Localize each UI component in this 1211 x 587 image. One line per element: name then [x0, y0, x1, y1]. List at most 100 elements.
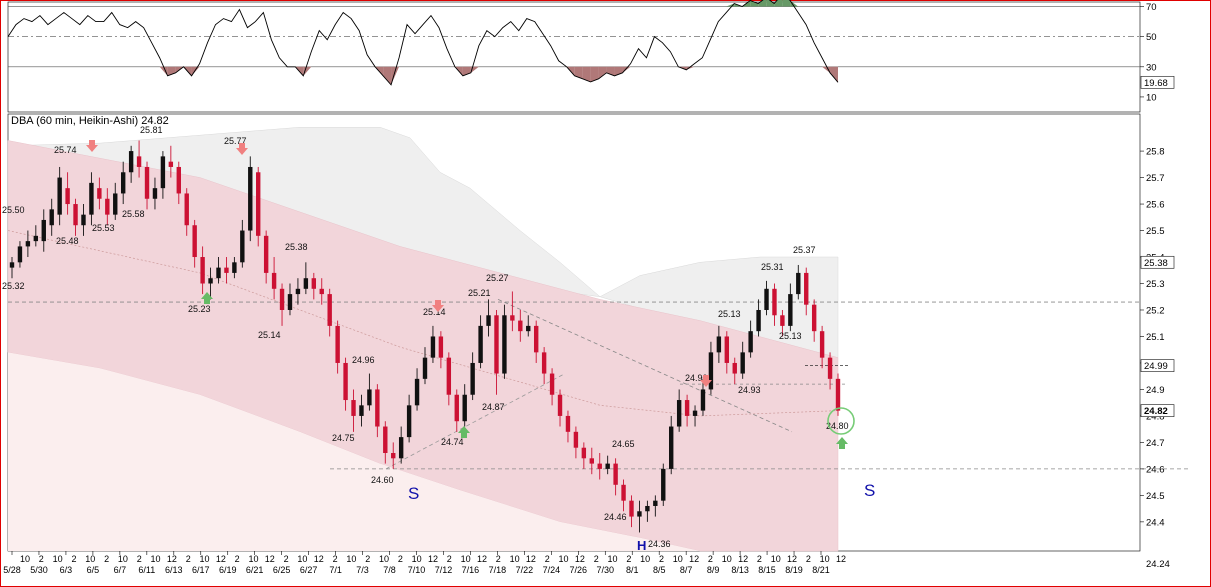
candle-body	[57, 177, 62, 215]
x-date-label: 6/21	[246, 565, 264, 575]
candle-body	[208, 278, 213, 284]
candle-body	[184, 193, 189, 226]
x-hour-label: 12	[428, 554, 438, 564]
candle-body	[629, 500, 634, 517]
candle-body	[303, 278, 309, 289]
rsi-overbought-fill	[782, 0, 791, 7]
x-date-label: 8/19	[785, 565, 803, 575]
rsi-oversold-fill	[582, 66, 591, 82]
candle-body	[136, 156, 142, 167]
x-hour-label: 12	[477, 554, 487, 564]
price-annotation: 25.38	[285, 242, 308, 252]
x-hour-label: 12	[216, 554, 226, 564]
candle-body	[256, 172, 261, 236]
x-date-label: 8/1	[626, 565, 639, 575]
price-annotation: 25.77	[224, 136, 247, 146]
x-date-label: 7/22	[516, 565, 534, 575]
candle-body	[438, 336, 444, 358]
x-date-label: 8/5	[653, 565, 666, 575]
rsi-oversold-fill	[830, 66, 838, 83]
x-date-label: 6/17	[192, 565, 210, 575]
candle-body	[819, 331, 825, 358]
rsi-oversold-fill	[598, 66, 607, 79]
candle-body	[49, 209, 54, 226]
x-hour-label: 12	[787, 554, 797, 564]
candle-body	[41, 219, 46, 242]
candle-body	[526, 325, 531, 332]
candle-body	[406, 405, 412, 438]
price-annotation: 24.80	[826, 421, 849, 431]
candle-body	[287, 294, 293, 310]
x-hour-label: 10	[346, 554, 356, 564]
candle-body	[422, 357, 428, 379]
price-annotation: 25.14	[423, 307, 446, 317]
x-hour-label: 2	[708, 554, 713, 564]
price-annotation: 24.96	[352, 355, 375, 365]
candle-body	[811, 304, 817, 332]
candle-body	[494, 315, 499, 374]
x-hour-label: 10	[248, 554, 258, 564]
candle-body	[589, 458, 594, 464]
candle-body	[97, 188, 102, 199]
buy-arrow-icon	[458, 426, 470, 438]
candle-body	[216, 267, 221, 279]
candle-body	[518, 320, 523, 332]
x-hour-label: 2	[594, 554, 599, 564]
candle-body	[637, 511, 642, 517]
candle-body	[81, 214, 86, 226]
candle-body	[796, 272, 801, 295]
x-date-label: 6/13	[165, 565, 183, 575]
rsi-tick-label: 10	[1146, 92, 1157, 103]
price-annotation: 24.93	[738, 385, 761, 395]
sell-arrow-icon	[86, 140, 98, 152]
candle-body	[128, 151, 134, 173]
candle-body	[613, 463, 618, 485]
candle-body	[533, 325, 539, 353]
candle-body	[708, 352, 714, 390]
x-date-label: 7/16	[462, 565, 480, 575]
x-hour-label: 2	[545, 554, 550, 564]
x-date-label: 7/30	[597, 565, 615, 575]
x-hour-label: 2	[39, 554, 44, 564]
x-hour-label: 10	[118, 554, 128, 564]
candle-body	[700, 389, 706, 411]
x-hour-label: 2	[757, 554, 762, 564]
x-hour-label: 12	[265, 554, 275, 564]
price-tick-label: 24.5	[1146, 491, 1165, 502]
candle-body	[359, 405, 364, 416]
candle-body	[549, 373, 555, 395]
x-date-label: 7/8	[383, 565, 396, 575]
x-hour-label: 10	[85, 554, 95, 564]
price-tick-label: 24.6	[1146, 464, 1165, 475]
x-hour-label: 10	[640, 554, 650, 564]
x-hour-label: 10	[559, 554, 569, 564]
candle-body	[669, 426, 674, 469]
buy-arrow-icon	[836, 437, 848, 449]
x-hour-label: 12	[167, 554, 177, 564]
x-hour-label: 10	[461, 554, 471, 564]
x-date-label: 8/7	[680, 565, 693, 575]
candle-body	[295, 288, 301, 295]
pattern-label-right-shoulder: S	[864, 481, 875, 500]
price-annotation: 25.53	[92, 223, 115, 233]
candle-body	[565, 415, 571, 432]
rsi-oversold-fill	[574, 66, 583, 79]
candle-body	[653, 500, 658, 506]
candle-body	[351, 400, 356, 416]
rsi-overbought-fill	[790, 0, 799, 7]
candle-body	[430, 336, 436, 358]
price-annotation: 24.75	[332, 433, 355, 443]
price-annotation: 25.13	[718, 309, 741, 319]
price-tick-label: 25.1	[1146, 332, 1165, 343]
candle-body	[152, 188, 158, 199]
candle-body	[383, 426, 388, 454]
candle-body	[9, 262, 15, 268]
price-tick-label: 24.9	[1146, 385, 1165, 396]
rsi-panel	[7, 1, 1141, 113]
x-hour-label: 10	[673, 554, 683, 564]
candle-body	[748, 331, 753, 353]
price-tag-label: 24.82	[1144, 406, 1168, 417]
rsi-overbought-fill	[766, 0, 775, 7]
x-hour-label: 10	[722, 554, 732, 564]
x-hour-label: 2	[659, 554, 664, 564]
